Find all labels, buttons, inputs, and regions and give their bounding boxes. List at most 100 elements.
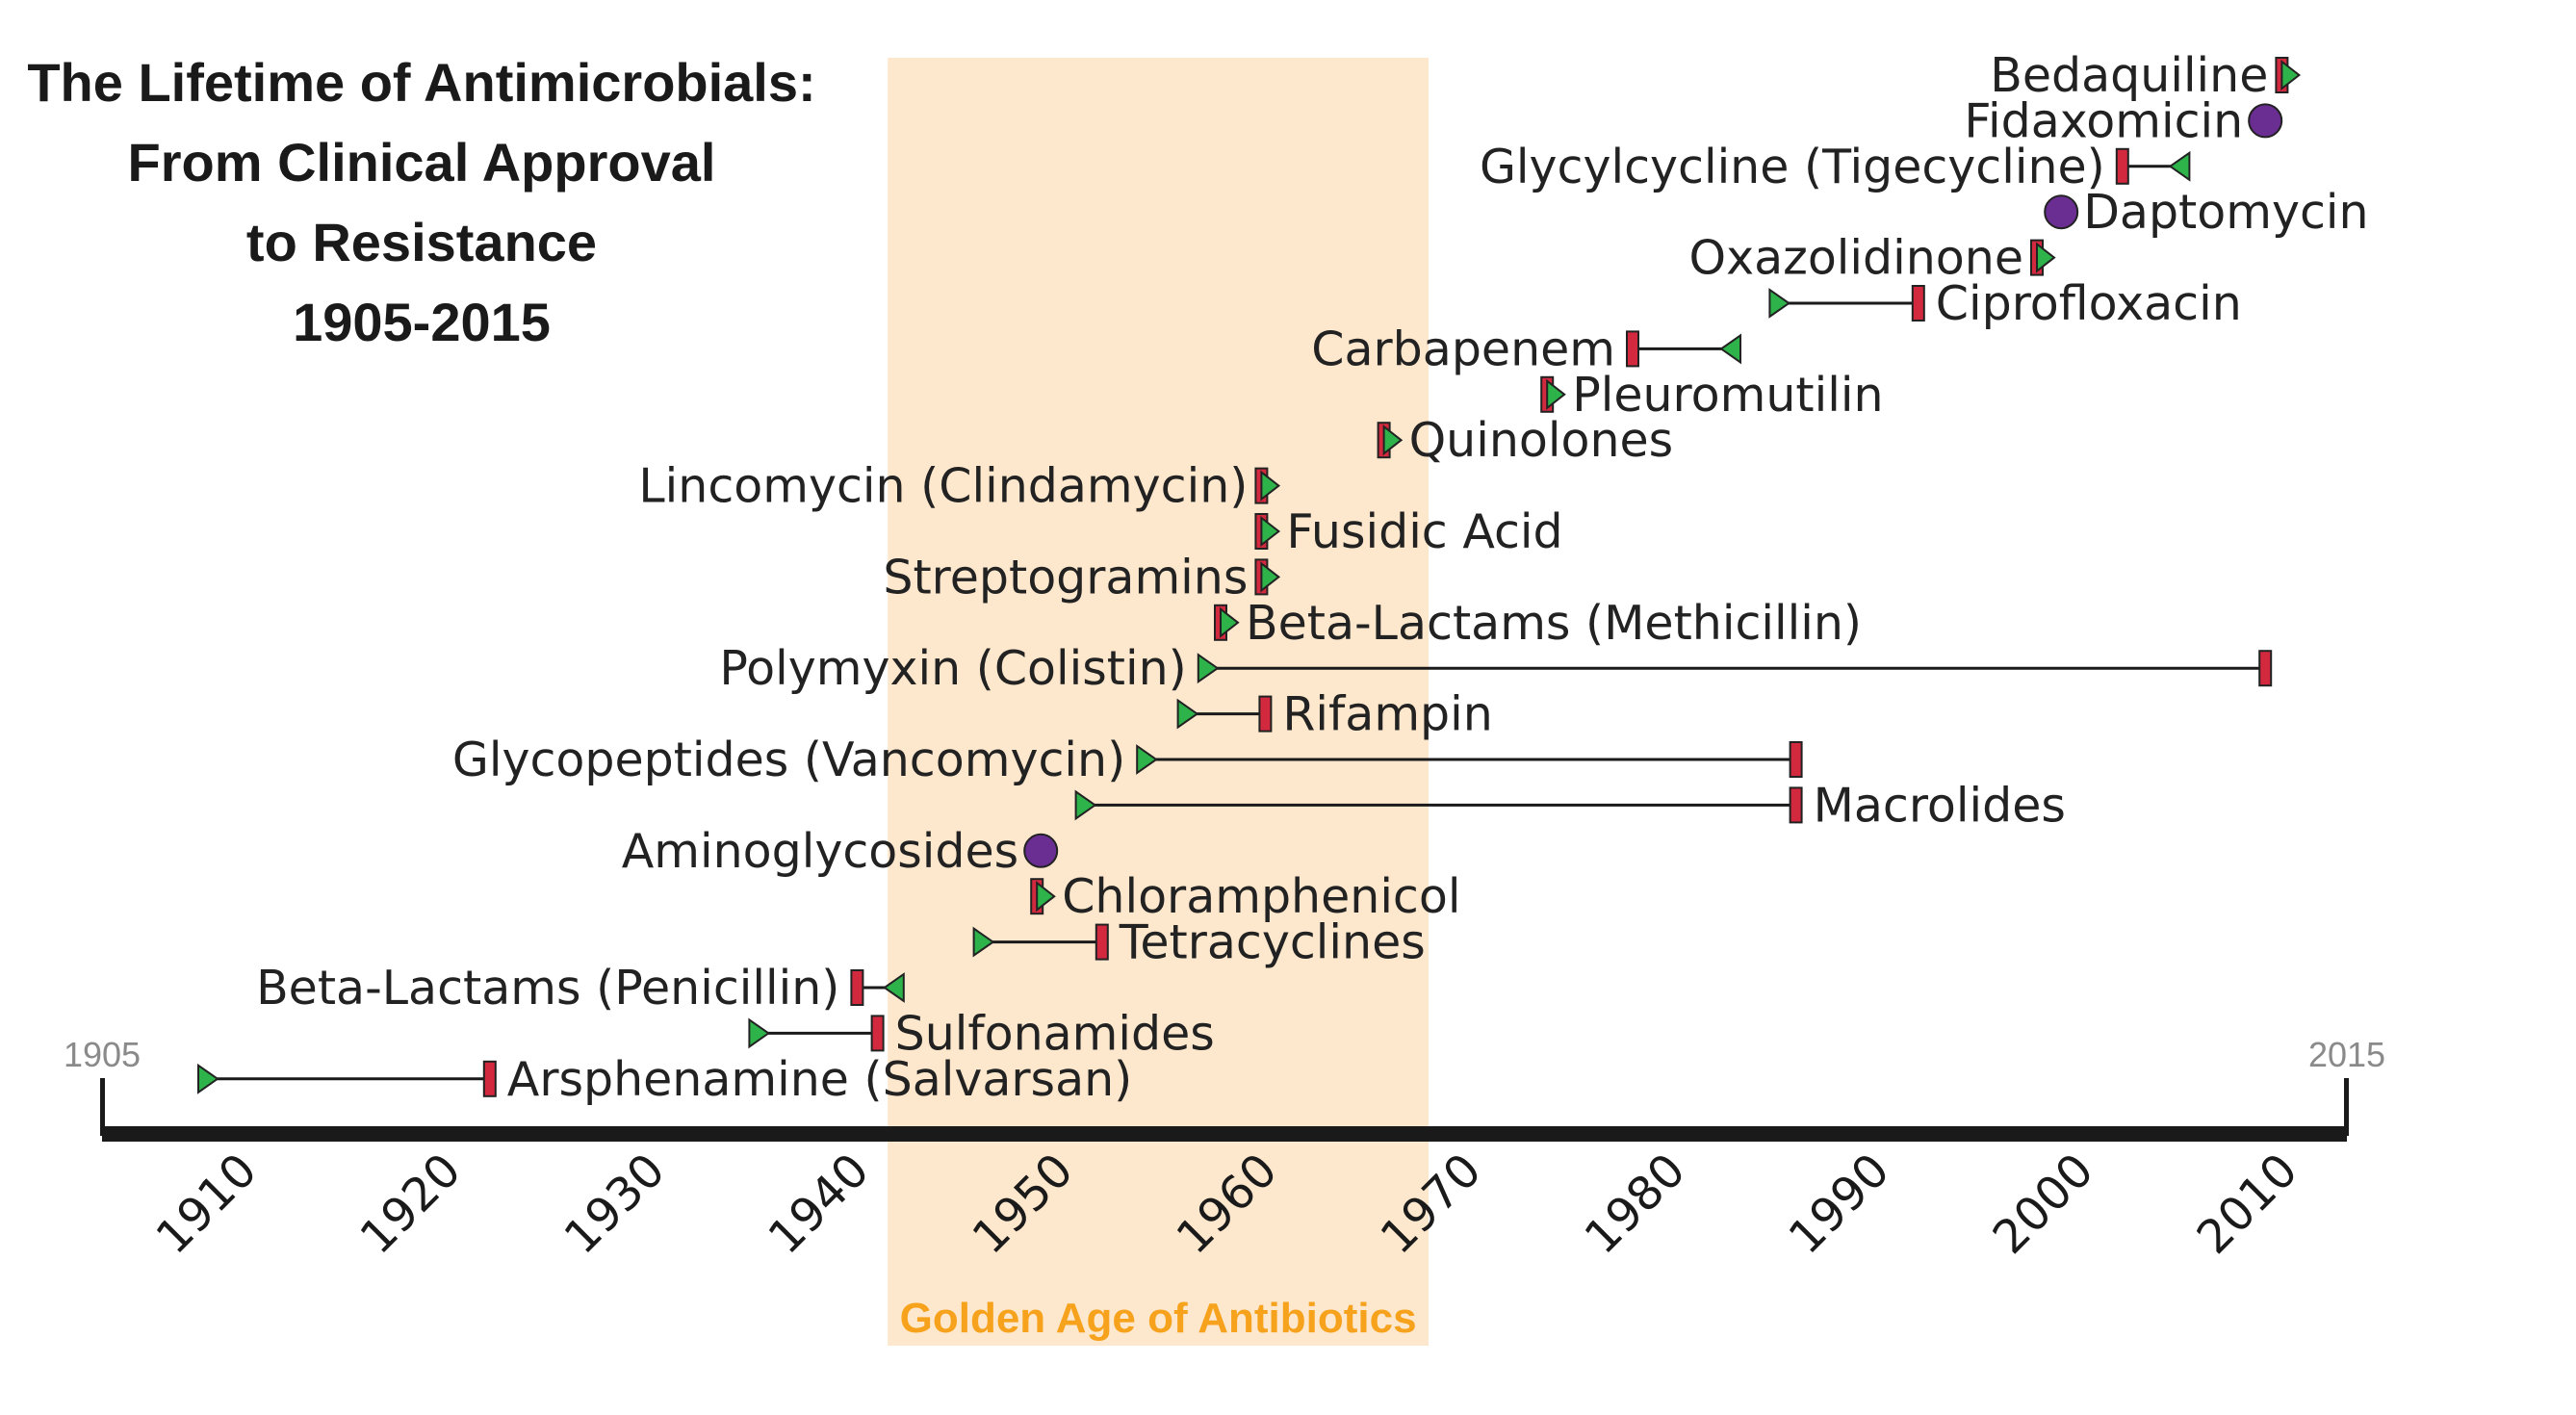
drug-row: Sulfonamides: [748, 1006, 1215, 1061]
resistance-marker: [1789, 741, 1803, 778]
approval-marker: [1768, 288, 1791, 319]
drug-label: Tetracyclines: [1119, 915, 1426, 970]
approval-marker: [748, 1017, 771, 1049]
x-tick-label: 1980: [1575, 1144, 1696, 1265]
drug-row: Carbapenem: [1311, 322, 1741, 376]
drug-label: Pleuromutilin: [1572, 368, 1883, 423]
drug-label: Quinolones: [1409, 413, 1674, 468]
drug-row: Glycylcycline (Tigecycline): [1480, 140, 2191, 194]
drug-row: Rifampin: [1176, 687, 1493, 742]
approval-marker: [1074, 789, 1097, 821]
approval-marker: [1036, 881, 1056, 913]
approval-marker: [1197, 653, 1220, 684]
axis-start-year-label: 1905: [64, 1035, 141, 1074]
drug-label: Lincomycin (Clindamycin): [638, 459, 1248, 514]
no-resistance-marker: [2044, 194, 2079, 230]
drug-row: Daptomycin: [2044, 185, 2369, 240]
resistance-marker: [482, 1060, 497, 1097]
approval-marker: [1546, 378, 1566, 410]
drug-label: Fusidic Acid: [1286, 504, 1562, 559]
drug-label: Fidaxomicin: [1964, 93, 2243, 148]
x-axis-start-cap: [100, 1078, 105, 1136]
x-tick-label: 1930: [554, 1144, 676, 1265]
drug-label: Rifampin: [1282, 687, 1492, 742]
drug-row: Tetracyclines: [972, 915, 1426, 970]
drug-row: Fusidic Acid: [1254, 504, 1563, 559]
x-axis-end-cap: [2344, 1078, 2349, 1136]
x-tick-label: 1990: [1779, 1144, 1900, 1265]
drug-row: Beta-Lactams (Methicillin): [1214, 596, 1862, 651]
golden-age-label: Golden Age of Antibiotics: [900, 1295, 1417, 1342]
drug-row: Macrolides: [1074, 778, 2066, 833]
drug-row: Chloramphenicol: [1030, 869, 1460, 924]
drug-label: Ciprofloxacin: [1936, 276, 2242, 331]
approval-marker: [1176, 698, 1199, 730]
drug-row: Bedaquiline: [1990, 48, 2302, 103]
drug-label: Sulfonamides: [895, 1006, 1215, 1061]
drug-row: Quinolones: [1377, 413, 1674, 468]
drug-row: Glycopeptides (Vancomycin): [452, 733, 1803, 787]
chart-title-line-4: 1905-2015: [293, 292, 551, 352]
x-tick-label: 1910: [146, 1144, 268, 1265]
drug-row: Aminoglycosides: [622, 824, 1059, 879]
drug-label: Carbapenem: [1311, 322, 1615, 376]
drug-row: Ciprofloxacin: [1768, 276, 2242, 331]
approval-marker: [1136, 744, 1158, 775]
approval-marker: [1220, 606, 1240, 638]
x-tick-label: 2000: [1983, 1144, 2104, 1265]
resistance-marker: [1911, 285, 1925, 322]
resistance-marker: [1258, 695, 1273, 733]
drug-label: Beta-Lactams (Methicillin): [1246, 596, 1862, 651]
resistance-marker: [1095, 923, 1109, 961]
drug-row: Polymyxin (Colistin): [719, 641, 2273, 696]
resistance-marker: [850, 969, 864, 1006]
drug-label: Streptogramins: [883, 550, 1248, 605]
chart-title-line-1: The Lifetime of Antimicrobials:: [27, 52, 815, 113]
drug-row: Fidaxomicin: [1964, 93, 2283, 148]
drug-label: Polymyxin (Colistin): [719, 641, 1186, 696]
approval-marker: [1260, 561, 1281, 593]
resistance-marker: [2115, 147, 2129, 185]
drug-row: Arsphenamine (Salvarsan): [197, 1052, 1132, 1107]
drug-label: Glycylcycline (Tigecycline): [1480, 140, 2105, 194]
approval-marker: [972, 926, 995, 958]
no-resistance-marker: [2248, 103, 2283, 139]
drug-label: Glycopeptides (Vancomycin): [452, 733, 1125, 787]
approval-marker: [2168, 150, 2191, 182]
resistance-marker: [1789, 786, 1803, 824]
drug-label: Chloramphenicol: [1062, 869, 1460, 924]
x-tick-label: 2010: [2187, 1144, 2308, 1265]
x-tick-label: 1920: [350, 1144, 472, 1265]
drug-label: Macrolides: [1814, 778, 2066, 833]
chart-title-line-2: From Clinical Approval: [128, 132, 716, 193]
drug-row: Beta-Lactams (Penicillin): [256, 961, 905, 1016]
drug-label: Daptomycin: [2083, 185, 2368, 240]
approval-marker: [1260, 515, 1281, 548]
drug-label: Bedaquiline: [1990, 48, 2268, 103]
drug-label: Aminoglycosides: [622, 824, 1018, 879]
resistance-marker: [2258, 650, 2273, 687]
drug-label: Beta-Lactams (Penicillin): [256, 961, 839, 1016]
drug-label: Oxazolidinone: [1689, 231, 2023, 286]
approval-marker: [1719, 333, 1741, 365]
resistance-marker: [870, 1015, 885, 1052]
approval-marker: [883, 972, 905, 1003]
x-axis-line: [102, 1126, 2347, 1142]
no-resistance-marker: [1023, 833, 1059, 868]
approval-marker: [2280, 59, 2302, 91]
axis-end-year-label: 2015: [2308, 1035, 2385, 1074]
drug-row: Pleuromutilin: [1540, 368, 1884, 423]
x-tick-label: 1940: [759, 1144, 880, 1265]
approval-marker: [1382, 424, 1404, 456]
drug-row: Streptogramins: [883, 550, 1281, 605]
drug-row: Oxazolidinone: [1689, 231, 2056, 286]
chart-title-line-3: to Resistance: [246, 212, 597, 272]
drug-row: Lincomycin (Clindamycin): [638, 459, 1281, 514]
resistance-marker: [1626, 330, 1639, 368]
approval-marker: [197, 1063, 219, 1094]
approval-marker: [1260, 470, 1281, 502]
approval-marker: [2036, 242, 2056, 273]
drug-label: Arsphenamine (Salvarsan): [507, 1052, 1132, 1107]
